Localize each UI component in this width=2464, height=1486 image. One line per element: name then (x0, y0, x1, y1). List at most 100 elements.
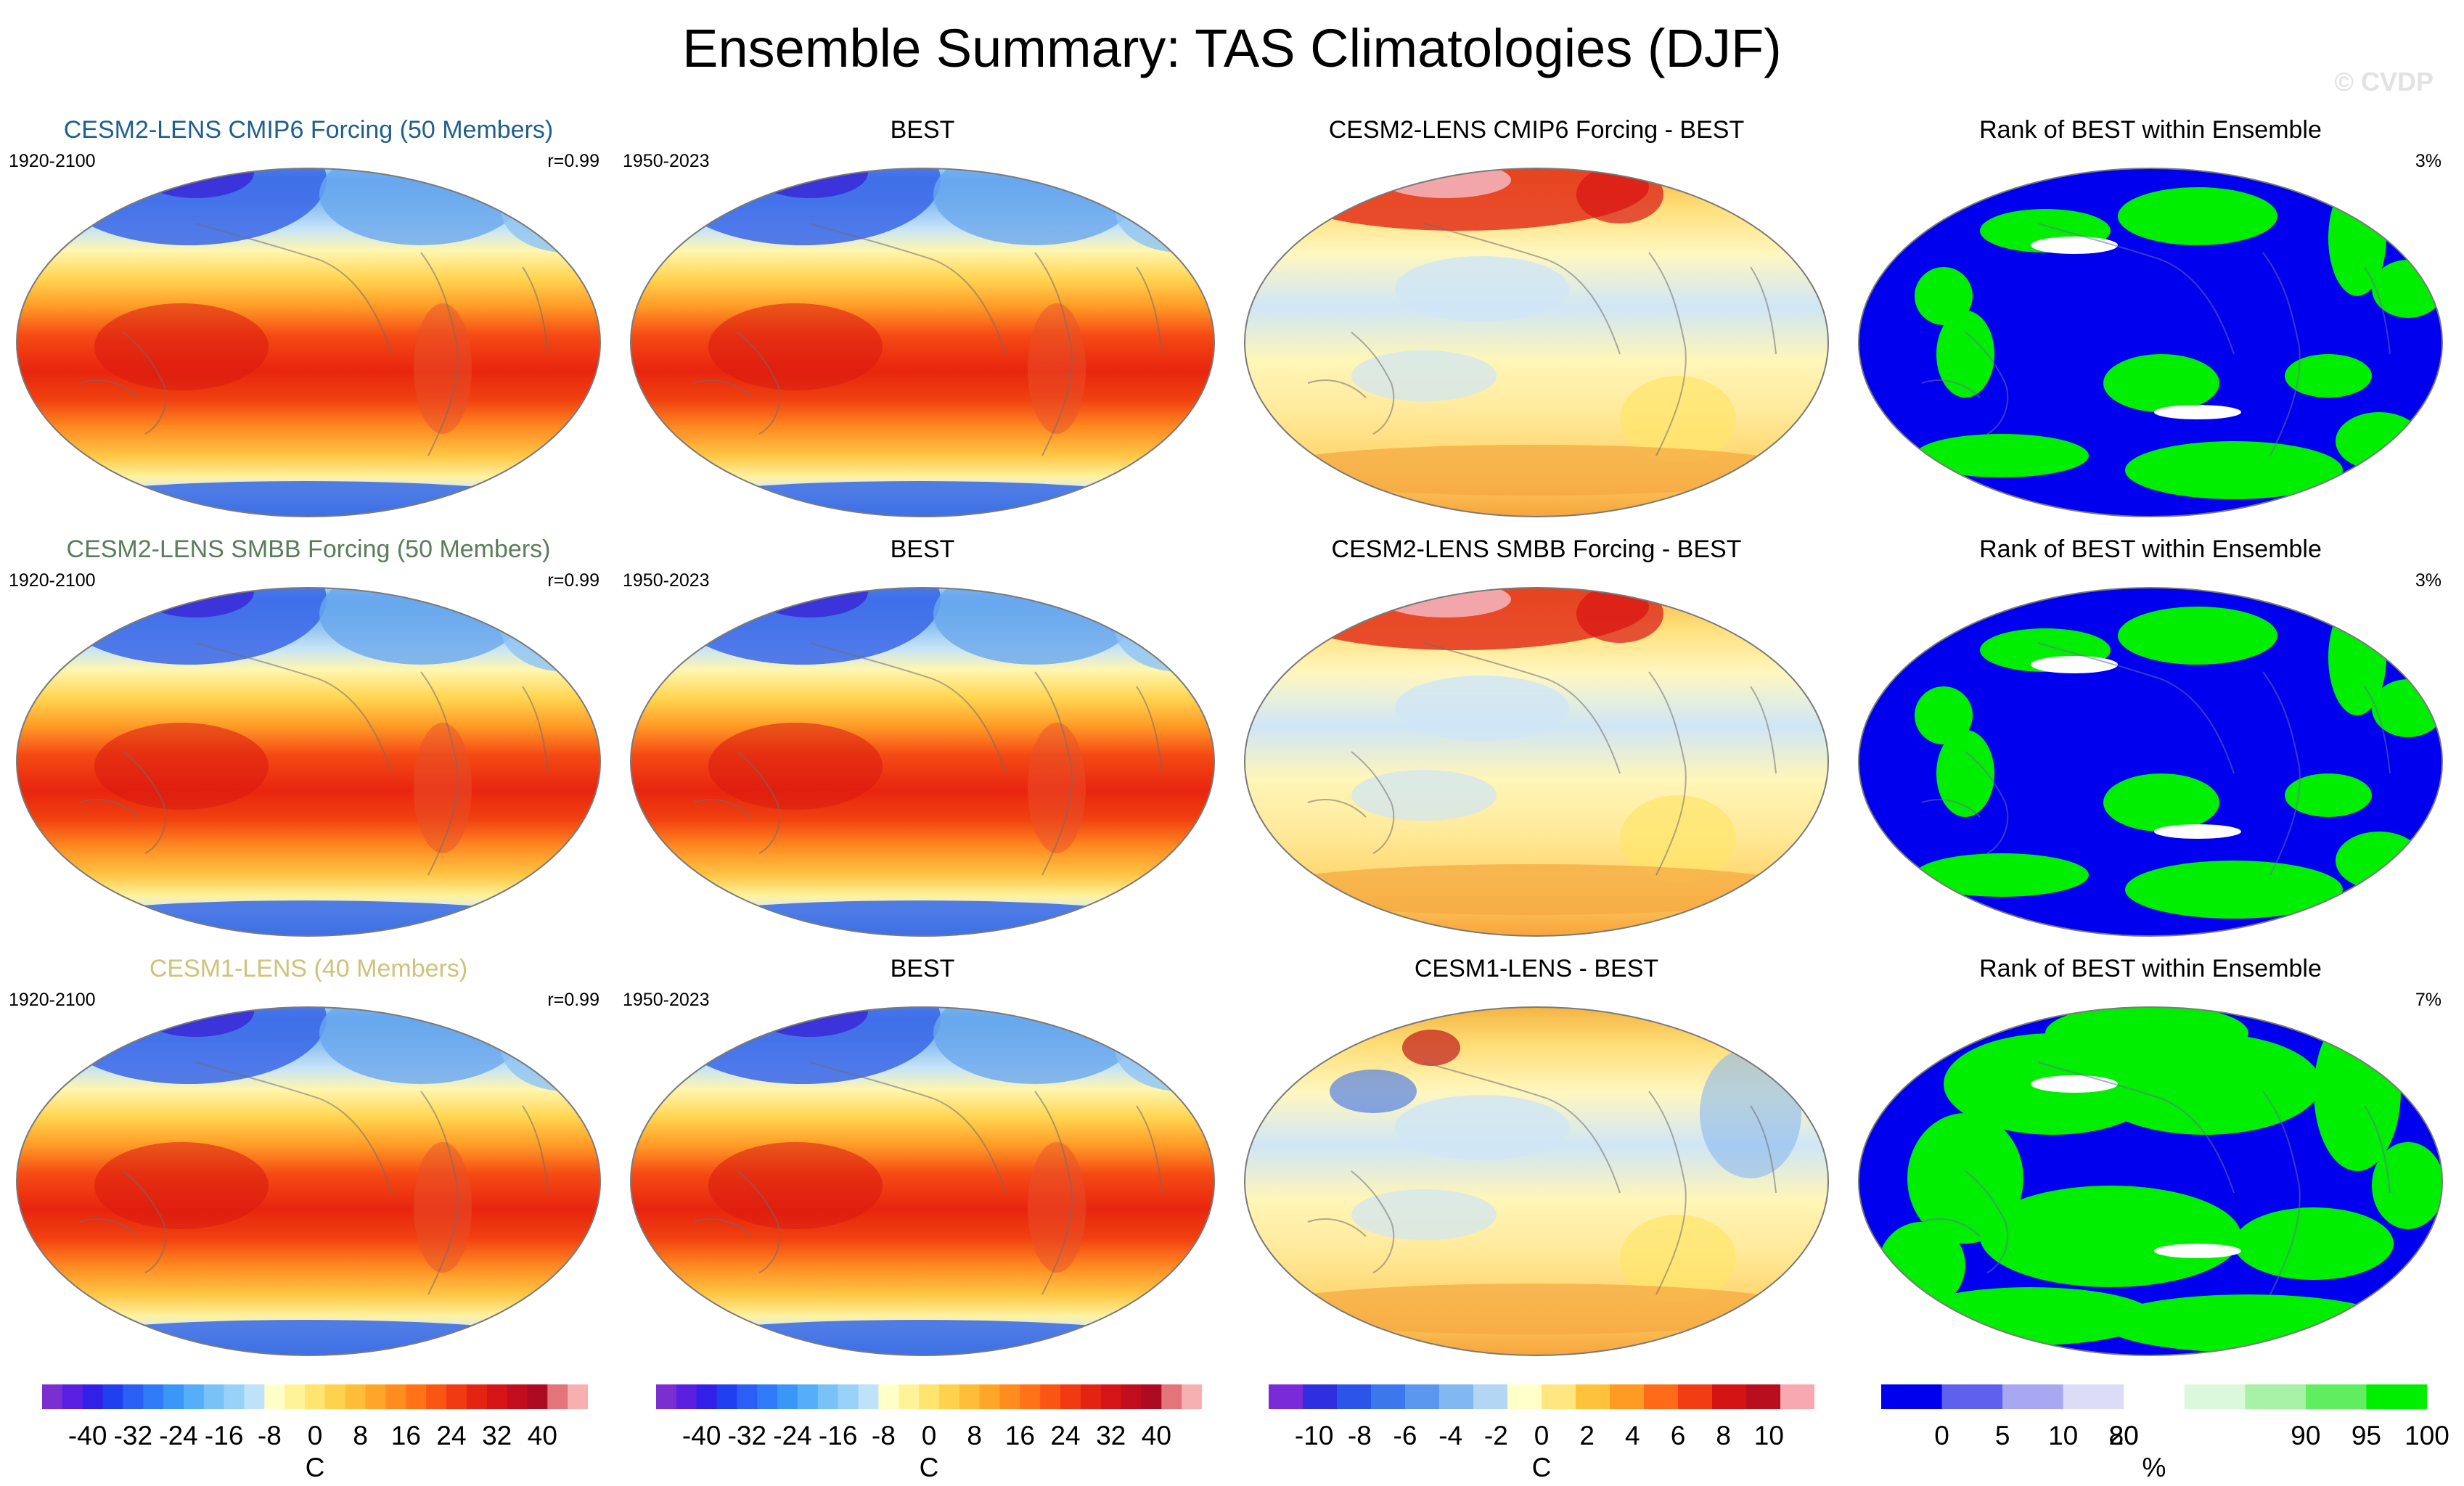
coastline-2 (1965, 1170, 2009, 1273)
colorbar-tick-label: -16 (204, 1421, 244, 1450)
panel-title: BEST (890, 116, 955, 144)
coastline-3 (1136, 686, 1163, 774)
andes-warm (414, 723, 472, 853)
colorbar-swatch (1121, 1384, 1142, 1409)
south-indian-cool (1351, 770, 1497, 821)
panel-title: Rank of BEST within Ensemble (1979, 535, 2322, 563)
colorbar-tick-label: 32 (482, 1421, 512, 1450)
panel-title: CESM2-LENS SMBB Forcing - BEST (1331, 535, 1742, 563)
model-map (16, 1006, 601, 1356)
rank-high-region-4 (1936, 730, 1994, 817)
colorbar-tick-label: 8 (1716, 1421, 1731, 1450)
coastline-0 (195, 642, 393, 774)
colorbar-swatch (2245, 1384, 2307, 1409)
coastline-3 (2364, 686, 2391, 774)
rank-percent-label: 3% (2415, 570, 2442, 591)
obs-map (630, 168, 1215, 517)
antarctica-cold (17, 900, 595, 936)
map-outline (1858, 168, 2443, 517)
colorbar-swatch (183, 1384, 205, 1409)
colorbar-swatch (1100, 1384, 1122, 1409)
colorbar-tick-label: 5 (1994, 1421, 2010, 1450)
colorbar-swatch (1644, 1384, 1679, 1409)
colorbar-swatch (2063, 1384, 2124, 1409)
colorbar-swatch (365, 1384, 386, 1409)
rank-high-region-4 (1980, 1186, 2241, 1287)
rank-mid-region-1 (2154, 824, 2241, 839)
coastline-3 (2364, 1105, 2391, 1194)
colorbar-swatch (527, 1384, 548, 1409)
rank-mid-region-0 (2031, 656, 2118, 673)
coastline-3 (522, 266, 549, 355)
coastline-1 (1034, 252, 1073, 456)
map-outline (630, 1006, 1215, 1356)
americas-cold-bias (1700, 1048, 1801, 1178)
cvdp-watermark: © CVDP (2334, 67, 2434, 97)
north-pacific-cool (1395, 676, 1569, 741)
coastline-2 (1965, 751, 2009, 854)
andes-warm (1028, 723, 1086, 853)
obs-map (630, 1006, 1215, 1356)
colorbar-tick-label: 0 (921, 1421, 937, 1450)
asia-cold-spot (1330, 1070, 1417, 1113)
rank-high-region-8 (2125, 441, 2343, 499)
coastline-2 (123, 751, 167, 854)
antarctica-cold (631, 900, 1209, 936)
rank-high-region-5 (2103, 773, 2219, 832)
rank-panel: Rank of BEST within Ensemble 7% (1851, 953, 2450, 1360)
coastline-3 (1750, 266, 1777, 355)
pattern-correlation-label: r=0.99 (547, 151, 599, 171)
colorbar-tick-label: 80 (2108, 1421, 2139, 1450)
map-outline (630, 168, 1215, 517)
colorbar-swatch (1040, 1384, 1061, 1409)
colorbar-swatch (777, 1384, 798, 1409)
diff-map (1244, 168, 1829, 517)
panel-title: CESM1-LENS - BEST (1414, 955, 1659, 982)
colorbar-swatch (757, 1384, 778, 1409)
coastline-4 (79, 379, 139, 398)
rank-colorbar: 0 5 10 20 80 90 95 100% (1881, 1384, 2449, 1486)
coastline-0 (2037, 223, 2235, 355)
colorbar-tick-label: 24 (1050, 1421, 1081, 1450)
period-label: 1920-2100 (9, 990, 96, 1010)
colorbar-swatch (1576, 1384, 1610, 1409)
coastline-3 (1750, 1105, 1777, 1194)
coastline-4 (1307, 379, 1367, 398)
coastline-3 (1136, 1105, 1163, 1194)
colorbar-tick-label: 10 (2048, 1421, 2079, 1450)
obs-map (630, 587, 1215, 937)
difference-colorbar: -10 -8 -6 -4 -2 0 2 4 6 8 10 C (1269, 1384, 1815, 1486)
colorbar-swatch (345, 1384, 367, 1409)
rank-high-region-5 (2234, 1207, 2394, 1280)
rank-mid-region-1 (2154, 1244, 2241, 1258)
diff-map (1244, 587, 1829, 937)
rank-high-region-10 (1915, 686, 1973, 744)
colorbar-swatch (938, 1384, 960, 1409)
diff-panel: CESM2-LENS CMIP6 Forcing - BEST (1237, 115, 1836, 521)
diff-panel: CESM1-LENS - BEST (1237, 953, 1836, 1360)
colorbar-swatch (797, 1384, 819, 1409)
coastline-4 (1307, 1218, 1367, 1237)
colorbar-tick-label: -2 (1483, 1421, 1508, 1450)
panel-title: Rank of BEST within Ensemble (1979, 955, 2322, 982)
panel-title: CESM2-LENS SMBB Forcing (50 Members) (66, 535, 551, 563)
colorbar-swatch (1712, 1384, 1747, 1409)
colorbar-swatch (324, 1384, 346, 1409)
panel-title: Rank of BEST within Ensemble (1979, 116, 2322, 144)
maritime-continent-warm (94, 1142, 269, 1229)
panel-title: CESM1-LENS (40 Members) (149, 955, 468, 982)
colorbar-swatch (2002, 1384, 2064, 1409)
colorbar-swatch (1439, 1384, 1474, 1409)
colorbar-swatches (1269, 1384, 1815, 1409)
coastline-1 (1034, 671, 1073, 876)
colorbar-swatch (466, 1384, 488, 1409)
coastline-4 (693, 1218, 753, 1237)
page-title: Ensemble Summary: TAS Climatologies (DJF… (682, 18, 1782, 78)
colorbar-swatch (244, 1384, 265, 1409)
colorbar-swatch (446, 1384, 467, 1409)
rank-high-region-7 (2103, 1294, 2394, 1352)
colorbar-swatch (123, 1384, 144, 1409)
southern-ocean-warm (1257, 864, 1809, 915)
rank-high-region-4 (1936, 311, 1994, 398)
colorbar-tick-label: -24 (773, 1421, 812, 1450)
